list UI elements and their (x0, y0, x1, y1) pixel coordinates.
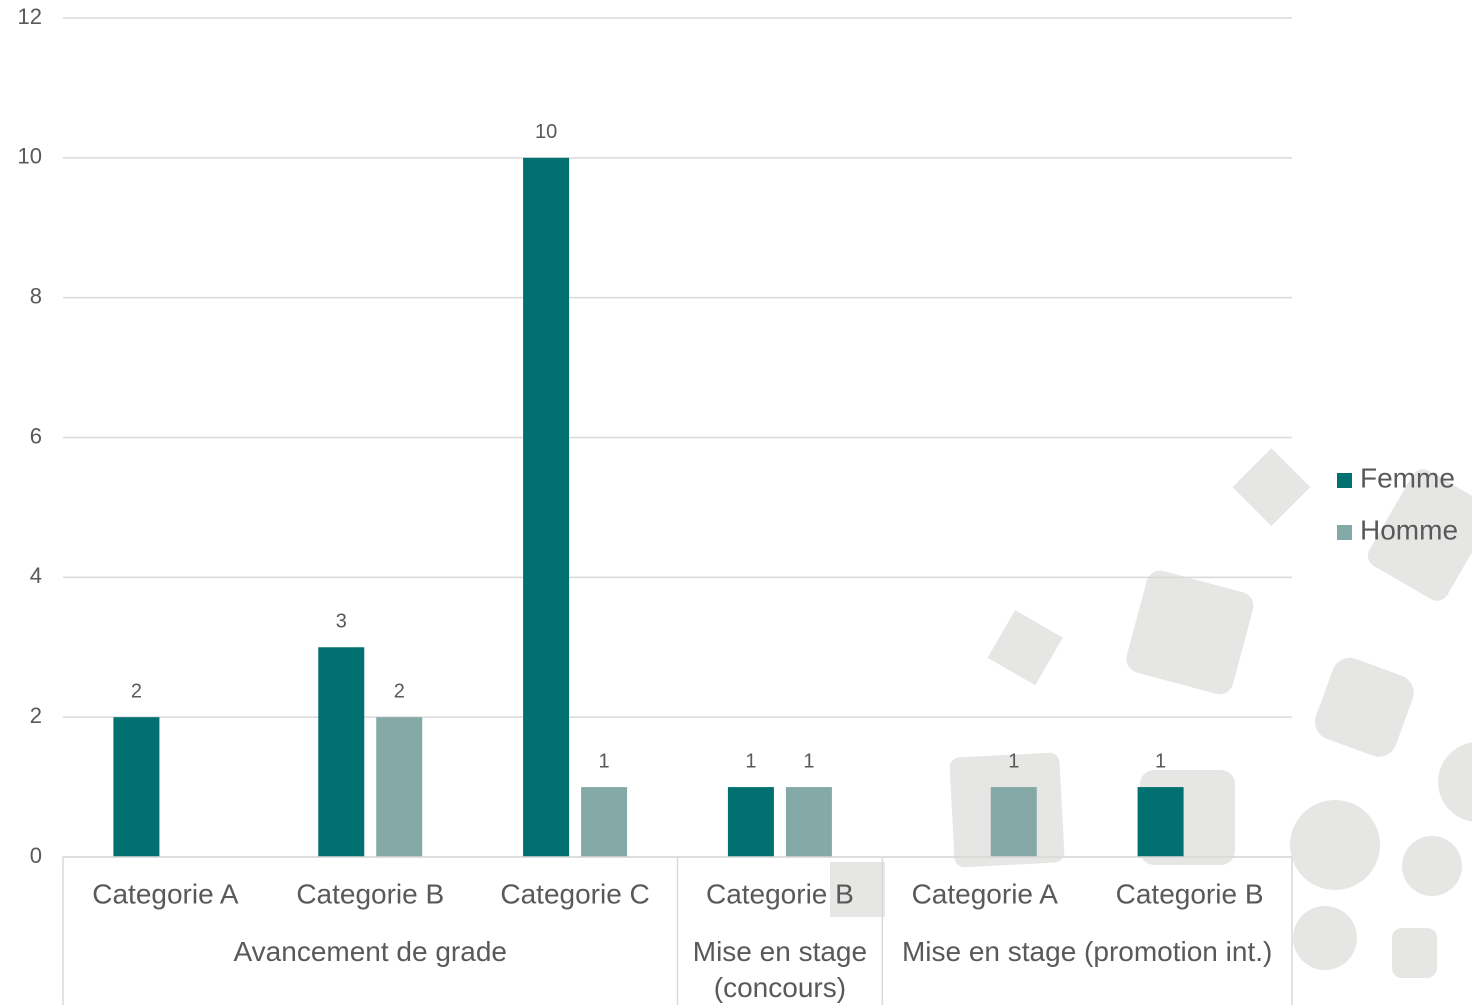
bar (990, 787, 1037, 857)
bar (727, 787, 774, 857)
x-tick-label: Categorie B (296, 878, 444, 909)
bar (376, 717, 423, 857)
value-label: 2 (131, 680, 142, 702)
y-tick-label: 8 (30, 283, 42, 308)
y-tick-label: 12 (18, 4, 42, 29)
y-tick-label: 10 (18, 144, 42, 169)
legend-label: Femme (1360, 462, 1455, 493)
legend-swatch (1337, 525, 1352, 540)
bar (785, 787, 832, 857)
y-tick-label: 4 (30, 563, 42, 588)
value-label: 1 (1008, 750, 1019, 772)
y-tick-label: 6 (30, 423, 42, 448)
value-label: 1 (1155, 750, 1166, 772)
x-tick-label: Categorie B (1116, 878, 1264, 909)
value-label: 1 (803, 750, 814, 772)
legend-label: Homme (1360, 514, 1458, 545)
bar (1137, 787, 1184, 857)
x-tick-label: Categorie C (500, 878, 649, 909)
value-label: 1 (599, 750, 610, 772)
y-tick-label: 2 (30, 703, 42, 728)
group-label: Avancement de grade (233, 936, 507, 967)
y-tick-label: 0 (30, 843, 42, 868)
x-tick-label: Categorie A (912, 878, 1059, 909)
value-label: 2 (394, 680, 405, 702)
x-tick-label: Categorie A (92, 878, 239, 909)
value-label: 3 (336, 611, 347, 633)
x-tick-label: Categorie B (706, 878, 854, 909)
bar (318, 647, 365, 857)
bar (113, 717, 160, 857)
bar (523, 157, 570, 858)
legend-swatch (1337, 473, 1352, 488)
group-label: Mise en stage (concours) (692, 936, 868, 1003)
value-label: 10 (535, 121, 557, 143)
bar (581, 787, 628, 857)
group-label: Mise en stage (promotion int.) (901, 936, 1273, 967)
value-label: 1 (745, 750, 756, 772)
